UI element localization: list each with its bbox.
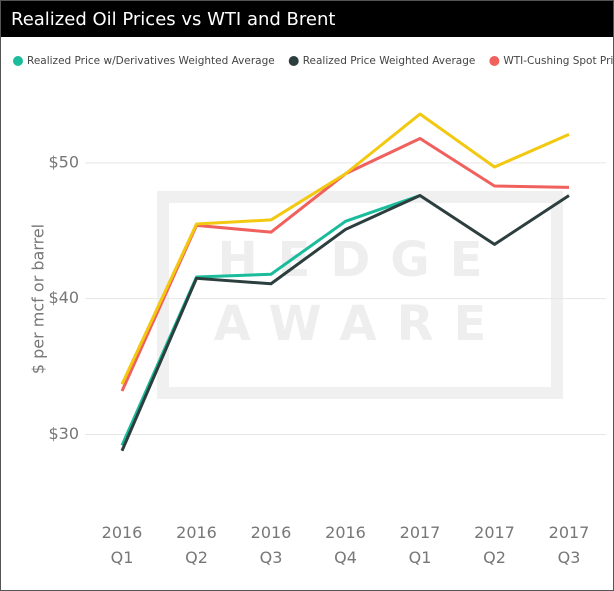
legend-marker bbox=[288, 56, 299, 66]
series-line bbox=[120, 193, 570, 452]
x-tick-label: 2016 Q3 bbox=[250, 523, 292, 567]
legend-label: Realized Price Weighted Average bbox=[303, 55, 476, 67]
x-tick-label: 2016 Q1 bbox=[101, 523, 143, 567]
legend-marker bbox=[489, 56, 500, 66]
x-tick-label: 2017 Q1 bbox=[399, 523, 441, 567]
watermark: AWARE bbox=[214, 296, 507, 352]
x-tick-label: 2017 Q3 bbox=[548, 523, 590, 567]
y-tick-label: $30 bbox=[48, 424, 79, 443]
legend-marker bbox=[13, 56, 23, 66]
y-axis-label: $ per mcf or barrel bbox=[29, 224, 48, 374]
y-tick-label: $40 bbox=[48, 288, 79, 307]
series-line bbox=[120, 112, 570, 385]
legend-label: WTI-Cushing Spot Price bbox=[503, 55, 613, 67]
watermark: HEDGE bbox=[218, 232, 503, 288]
y-tick-label: $50 bbox=[48, 152, 79, 171]
x-tick-label: 2016 Q4 bbox=[325, 523, 366, 567]
legend-label: Realized Price w/Derivatives Weighted Av… bbox=[27, 55, 275, 67]
x-tick-label: 2017 Q2 bbox=[474, 523, 515, 567]
x-tick-label: 2016 Q2 bbox=[176, 523, 217, 567]
title-bar bbox=[1, 1, 613, 37]
chart-title: Realized Oil Prices vs WTI and Brent bbox=[11, 9, 335, 30]
